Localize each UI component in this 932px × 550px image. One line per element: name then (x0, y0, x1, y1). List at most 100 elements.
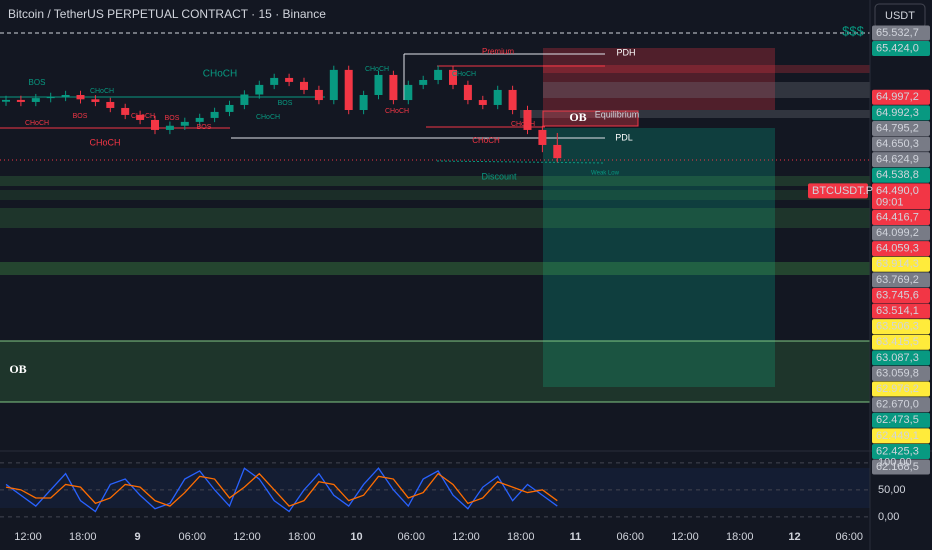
price-label-text: 63.745,6 (876, 289, 919, 301)
x-tick-label: 9 (134, 531, 140, 543)
annotation: Premium (482, 47, 514, 56)
chart-title: Bitcoin / TetherUS PERPETUAL CONTRACT · … (8, 7, 326, 21)
price-label (872, 241, 930, 257)
price-label (872, 319, 930, 335)
price-label (872, 183, 930, 210)
x-tick-label: 18:00 (726, 531, 754, 543)
candle-body (344, 69, 353, 111)
candle-body (91, 99, 100, 102)
candle-body (121, 107, 130, 115)
price-label-text: 62.449,1 (876, 430, 919, 442)
price-label (872, 334, 930, 350)
annotation: Weak Low (591, 171, 620, 177)
candle-body (478, 100, 487, 105)
oscillator-line (5, 467, 558, 513)
price-label-text: 63.059,8 (876, 367, 919, 379)
x-tick-label: 12:00 (671, 531, 699, 543)
price-label-text: 63.514,1 (876, 305, 919, 317)
price-label-text: 64.624,9 (876, 154, 919, 166)
price-label-text: 63.087,3 (876, 352, 919, 364)
oscillator-band (0, 468, 870, 508)
annotation: CHoCH (203, 69, 237, 80)
demand-band (0, 190, 870, 200)
price-label (872, 365, 930, 381)
y-tick-label: 100,00 (878, 457, 912, 469)
price-label (872, 41, 930, 57)
candle-body (180, 121, 189, 126)
price-label-text: 62.168,5 (876, 461, 919, 473)
equilibrium-band (520, 110, 870, 118)
candle-body (553, 144, 562, 159)
price-label-text: 64.538,8 (876, 169, 919, 181)
countdown: 09:01 (876, 196, 904, 208)
price-label-text: 62.473,5 (876, 414, 919, 426)
candle-body (523, 110, 532, 130)
discount-zone (543, 128, 775, 387)
price-label (872, 120, 930, 136)
price-label-text: 63.914,3 (876, 258, 919, 270)
price-label (872, 167, 930, 183)
x-tick-label: 06:00 (616, 531, 644, 543)
x-tick-label: 11 (570, 531, 582, 543)
annotation: CHoCH (256, 114, 280, 121)
price-label-text: 64.992,3 (876, 107, 919, 119)
candle-body (285, 77, 294, 82)
candle-body (449, 69, 457, 85)
candle-body (225, 104, 234, 112)
price-label (872, 105, 930, 121)
annotation: Equilibrium (595, 109, 640, 119)
candle-body (463, 84, 472, 101)
annotation: PDL (615, 132, 633, 142)
price-label-text: 63.415,5 (876, 336, 919, 348)
candle-body (2, 99, 10, 102)
candle-body (16, 99, 25, 102)
candle-body (165, 125, 174, 130)
candle-body (255, 84, 264, 95)
annotation: BOS (165, 115, 180, 122)
symbol-label (808, 183, 868, 199)
price-label (872, 272, 930, 288)
annotation: CHoCH (511, 121, 535, 128)
x-tick-label: 12:00 (233, 531, 261, 543)
price-label (872, 256, 930, 272)
annotation: CHoCH (131, 113, 155, 120)
x-tick-label: 18:00 (69, 531, 97, 543)
ob-zone (0, 341, 870, 402)
price-label (872, 89, 930, 105)
annotation: CHoCH (472, 136, 500, 145)
demand-band (0, 208, 870, 228)
annotation: BOS (29, 78, 46, 87)
x-tick-label: 18:00 (288, 531, 316, 543)
candle-body (106, 101, 115, 108)
annotation: CHoCH (365, 66, 389, 73)
price-label (872, 459, 930, 475)
price-label-text: 64.490,0 (876, 185, 919, 197)
currency[interactable]: USDT (885, 10, 915, 22)
candle-body (240, 94, 249, 105)
price-label (872, 136, 930, 152)
annotation: BOS (73, 113, 88, 120)
annotation: CHoCH (89, 137, 120, 147)
price-label-text: 64.795,2 (876, 122, 919, 134)
candle-body (136, 114, 145, 120)
price-label-text: 62.976,2 (876, 383, 919, 395)
price-label (872, 225, 930, 241)
ob-box (542, 110, 639, 127)
demand-band (0, 262, 870, 275)
x-tick-label: 12:00 (452, 531, 480, 543)
y-tick-label: 0,00 (878, 511, 899, 523)
price-label-text: 62.425,3 (876, 445, 919, 457)
candle-body (46, 96, 55, 99)
candle-body (270, 77, 279, 85)
annotation: CHoCH (452, 71, 476, 78)
price-label-text: 64.416,7 (876, 211, 919, 223)
candle-body (389, 74, 398, 101)
price-label-text: 64.059,3 (876, 243, 919, 255)
annotation: CHoCH (90, 88, 114, 95)
candle-body (419, 79, 428, 85)
supply-band (543, 82, 870, 98)
annotation: Discount (481, 171, 517, 181)
annotation: OB (9, 362, 26, 376)
